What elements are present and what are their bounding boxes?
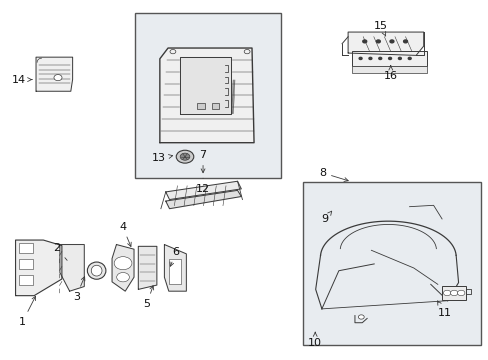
Circle shape	[376, 40, 380, 43]
Polygon shape	[36, 57, 73, 91]
Circle shape	[457, 290, 464, 296]
Bar	[303, 182, 480, 345]
Ellipse shape	[54, 75, 62, 81]
Text: 7: 7	[199, 150, 206, 173]
Polygon shape	[165, 190, 241, 209]
Polygon shape	[16, 240, 62, 296]
Polygon shape	[164, 244, 186, 291]
Text: 3: 3	[73, 277, 85, 302]
Circle shape	[358, 57, 361, 59]
Polygon shape	[112, 244, 134, 291]
Bar	[212, 103, 218, 109]
Polygon shape	[180, 58, 230, 114]
Circle shape	[358, 315, 364, 319]
Circle shape	[176, 150, 193, 163]
Bar	[19, 243, 33, 253]
Text: 9: 9	[321, 211, 331, 224]
Circle shape	[180, 153, 189, 160]
Ellipse shape	[91, 265, 102, 276]
Text: 10: 10	[307, 332, 322, 348]
Circle shape	[443, 290, 450, 296]
Circle shape	[368, 57, 371, 59]
Circle shape	[117, 273, 129, 282]
Polygon shape	[160, 48, 254, 143]
Text: 12: 12	[196, 178, 210, 194]
Text: 8: 8	[318, 168, 347, 181]
Bar	[351, 66, 426, 73]
Text: 13: 13	[152, 153, 172, 163]
Text: 2: 2	[53, 243, 67, 260]
Polygon shape	[347, 32, 423, 55]
Circle shape	[362, 40, 366, 43]
Circle shape	[449, 290, 457, 296]
Text: 5: 5	[143, 286, 153, 309]
Text: 16: 16	[383, 66, 397, 81]
Text: 11: 11	[437, 301, 450, 318]
Text: 6: 6	[170, 247, 180, 266]
Circle shape	[407, 57, 410, 59]
Circle shape	[398, 57, 401, 59]
Text: 15: 15	[373, 21, 387, 36]
Polygon shape	[165, 181, 241, 199]
Polygon shape	[138, 246, 157, 289]
Circle shape	[114, 257, 132, 270]
Text: 1: 1	[19, 296, 36, 327]
Bar	[351, 51, 426, 66]
Bar	[196, 103, 204, 109]
Bar	[19, 259, 33, 269]
Circle shape	[403, 40, 407, 43]
Bar	[442, 286, 465, 300]
Circle shape	[378, 57, 381, 59]
Bar	[19, 275, 33, 284]
Ellipse shape	[87, 262, 106, 279]
Text: 14: 14	[12, 75, 32, 85]
Circle shape	[389, 40, 393, 43]
Bar	[135, 13, 281, 178]
Circle shape	[388, 57, 391, 59]
Polygon shape	[60, 244, 84, 291]
Text: 4: 4	[119, 222, 131, 247]
Bar	[168, 258, 181, 284]
